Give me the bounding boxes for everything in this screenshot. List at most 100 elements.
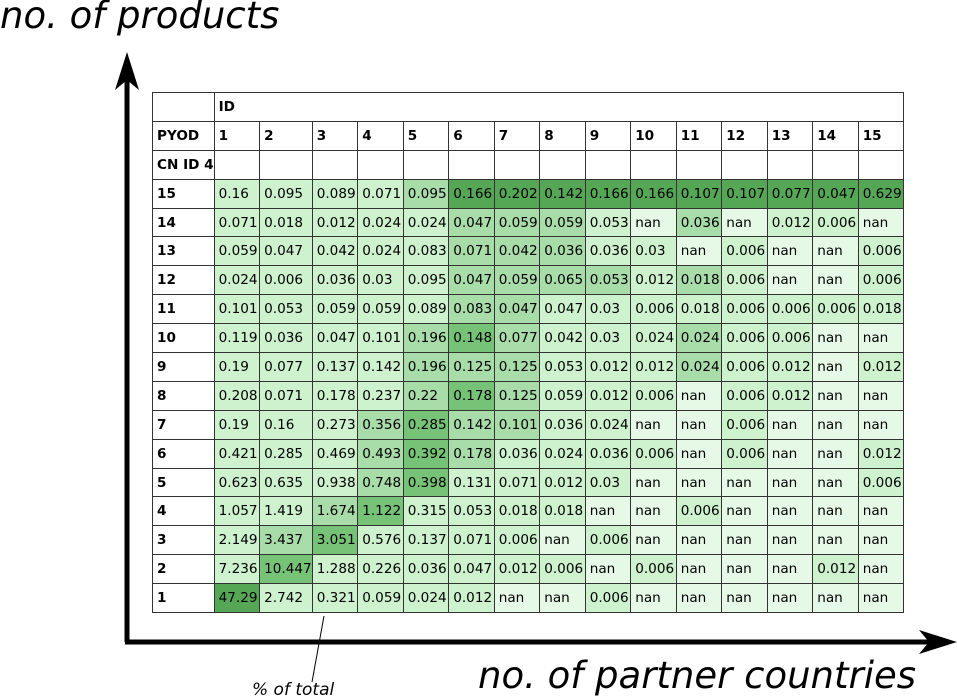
- heatmap-cell: 0.03: [584, 467, 632, 498]
- table-row: 4 1.057 1.419 1.674 1.122 0.315 0.053 0.018 0.01…: [152, 496, 905, 527]
- heatmap-cell: nan: [812, 409, 859, 440]
- heatmap-cell: nan: [812, 496, 859, 527]
- heatmap-cell: nan: [675, 409, 723, 440]
- heatmap-cell: nan: [675, 380, 723, 411]
- heatmap-cell: nan: [857, 496, 905, 527]
- heatmap-cell: 0.125: [493, 352, 541, 382]
- heatmap-cell: 0.148: [448, 323, 495, 354]
- heatmap-cell: 0.006: [857, 236, 905, 267]
- heatmap-cell: 0.024: [584, 409, 632, 440]
- blank-header-cell: [402, 149, 450, 180]
- heatmap-cell: 0.006: [630, 380, 677, 411]
- heatmap-cell: 0.006: [675, 496, 723, 527]
- heatmap-cell: 0.012: [857, 352, 905, 382]
- heatmap-cell: 0.006: [812, 294, 859, 325]
- heatmap-cell: 0.024: [213, 265, 261, 296]
- column-header: 9: [584, 120, 632, 151]
- blank-header-cell: [213, 149, 261, 180]
- blank-header-cell: [584, 149, 632, 180]
- heatmap-cell: 0.226: [357, 554, 404, 585]
- heatmap-cell: 7.236: [213, 554, 261, 585]
- row-header: 3: [152, 525, 215, 556]
- heatmap-cell: 0.006: [721, 323, 768, 354]
- column-header: 2: [259, 120, 313, 151]
- column-header: 3: [311, 120, 359, 151]
- heatmap-cell: nan: [493, 583, 541, 614]
- heatmap-cell: 0.006: [493, 525, 541, 556]
- column-header: 1: [213, 120, 261, 151]
- heatmap-cell: 0.047: [311, 323, 359, 354]
- heatmap-cell: nan: [721, 467, 768, 498]
- heatmap-cell: nan: [630, 496, 677, 527]
- table-row: 12 0.024 0.006 0.036 0.03 0.095 0.047 0.059 0.06…: [152, 265, 905, 296]
- heatmap-cell: 0.125: [493, 380, 541, 411]
- table-row: 3 2.149 3.437 3.051 0.576 0.137 0.071 0.006 nan 0…: [152, 525, 905, 556]
- heatmap-cell: 0.042: [493, 236, 541, 267]
- table-row: 15 0.16 0.095 0.089 0.071 0.095 0.166 0.202 0.14…: [152, 178, 905, 209]
- heatmap-cell: 0.142: [357, 352, 404, 382]
- header-row-pyod: PYOD 1 2 3 4 5 6 7 8 9 10 11 12 13 14 15: [152, 120, 905, 151]
- heatmap-cell: 3.051: [311, 525, 359, 556]
- heatmap-cell: 0.166: [448, 178, 495, 209]
- heatmap-cell: 0.024: [539, 438, 586, 469]
- row-header: 6: [152, 438, 215, 469]
- row-header: 4: [152, 496, 215, 527]
- heatmap-cell: 0.042: [311, 236, 359, 267]
- column-header: 5: [402, 120, 450, 151]
- table-row: 14 0.071 0.018 0.012 0.024 0.024 0.047 0.059 0.0…: [152, 207, 905, 238]
- heatmap-cell: 0.012: [630, 265, 677, 296]
- table-row: 5 0.623 0.635 0.938 0.748 0.398 0.131 0.071 0.01…: [152, 467, 905, 498]
- heatmap-cell: 0.166: [630, 178, 677, 209]
- heatmap-cell: 0.083: [448, 294, 495, 325]
- heatmap-cell: 0.196: [402, 323, 450, 354]
- heatmap-cell: 0.03: [584, 294, 632, 325]
- heatmap-cell: 0.042: [539, 323, 586, 354]
- heatmap-cell: 0.047: [812, 178, 859, 209]
- heatmap-cell: 0.006: [766, 323, 814, 354]
- heatmap-cell: 0.03: [357, 265, 404, 296]
- heatmap-cell: 0.053: [584, 265, 632, 296]
- blank-header-cell: [812, 149, 859, 180]
- heatmap-cell: 0.006: [539, 554, 586, 585]
- heatmap-cell: 0.065: [539, 265, 586, 296]
- heatmap-cell: 0.142: [539, 178, 586, 209]
- heatmap-cell: 3.437: [259, 525, 313, 556]
- heatmap-cell: nan: [812, 265, 859, 296]
- heatmap-cell: nan: [630, 207, 677, 238]
- heatmap-cell: 2.149: [213, 525, 261, 556]
- heatmap-cell: 0.083: [402, 236, 450, 267]
- heatmap-cell: 0.018: [675, 294, 723, 325]
- heatmap-cell: 0.398: [402, 467, 450, 498]
- heatmap-cell: 0.623: [213, 467, 261, 498]
- percent-of-total-annotation: % of total: [252, 680, 335, 700]
- row-header: 5: [152, 467, 215, 498]
- heatmap-cell: 0.024: [402, 583, 450, 614]
- y-axis-title: no. of products: [0, 0, 280, 37]
- heatmap-cell: 0.071: [448, 525, 495, 556]
- heatmap-cell: 0.089: [402, 294, 450, 325]
- row-header: 11: [152, 294, 215, 325]
- heatmap-cell: 0.012: [584, 352, 632, 382]
- heatmap-cell: 0.059: [213, 236, 261, 267]
- table-row: 10 0.119 0.036 0.047 0.101 0.196 0.148 0.077 0.0…: [152, 323, 905, 354]
- heatmap-cell: 0.273: [311, 409, 359, 440]
- heatmap-cell: 0.493: [357, 438, 404, 469]
- heatmap-cell: 0.089: [311, 178, 359, 209]
- heatmap-cell: 0.047: [448, 207, 495, 238]
- heatmap-cell: 1.288: [311, 554, 359, 585]
- heatmap-cell: nan: [857, 554, 905, 585]
- blank-header-cell: [630, 149, 677, 180]
- heatmap-cell: 0.053: [539, 352, 586, 382]
- row-header: 9: [152, 352, 215, 382]
- heatmap-cell: 0.036: [584, 236, 632, 267]
- heatmap-cell: 0.208: [213, 380, 261, 411]
- heatmap-cell: 0.392: [402, 438, 450, 469]
- heatmap-cell: 0.938: [311, 467, 359, 498]
- heatmap-cell: 0.006: [721, 409, 768, 440]
- heatmap-cell: nan: [675, 438, 723, 469]
- heatmap-cell: 0.036: [311, 265, 359, 296]
- heatmap-cell: 0.036: [539, 409, 586, 440]
- heatmap-cell: nan: [630, 583, 677, 614]
- heatmap-cell: 0.047: [539, 294, 586, 325]
- heatmap-cell: 0.077: [766, 178, 814, 209]
